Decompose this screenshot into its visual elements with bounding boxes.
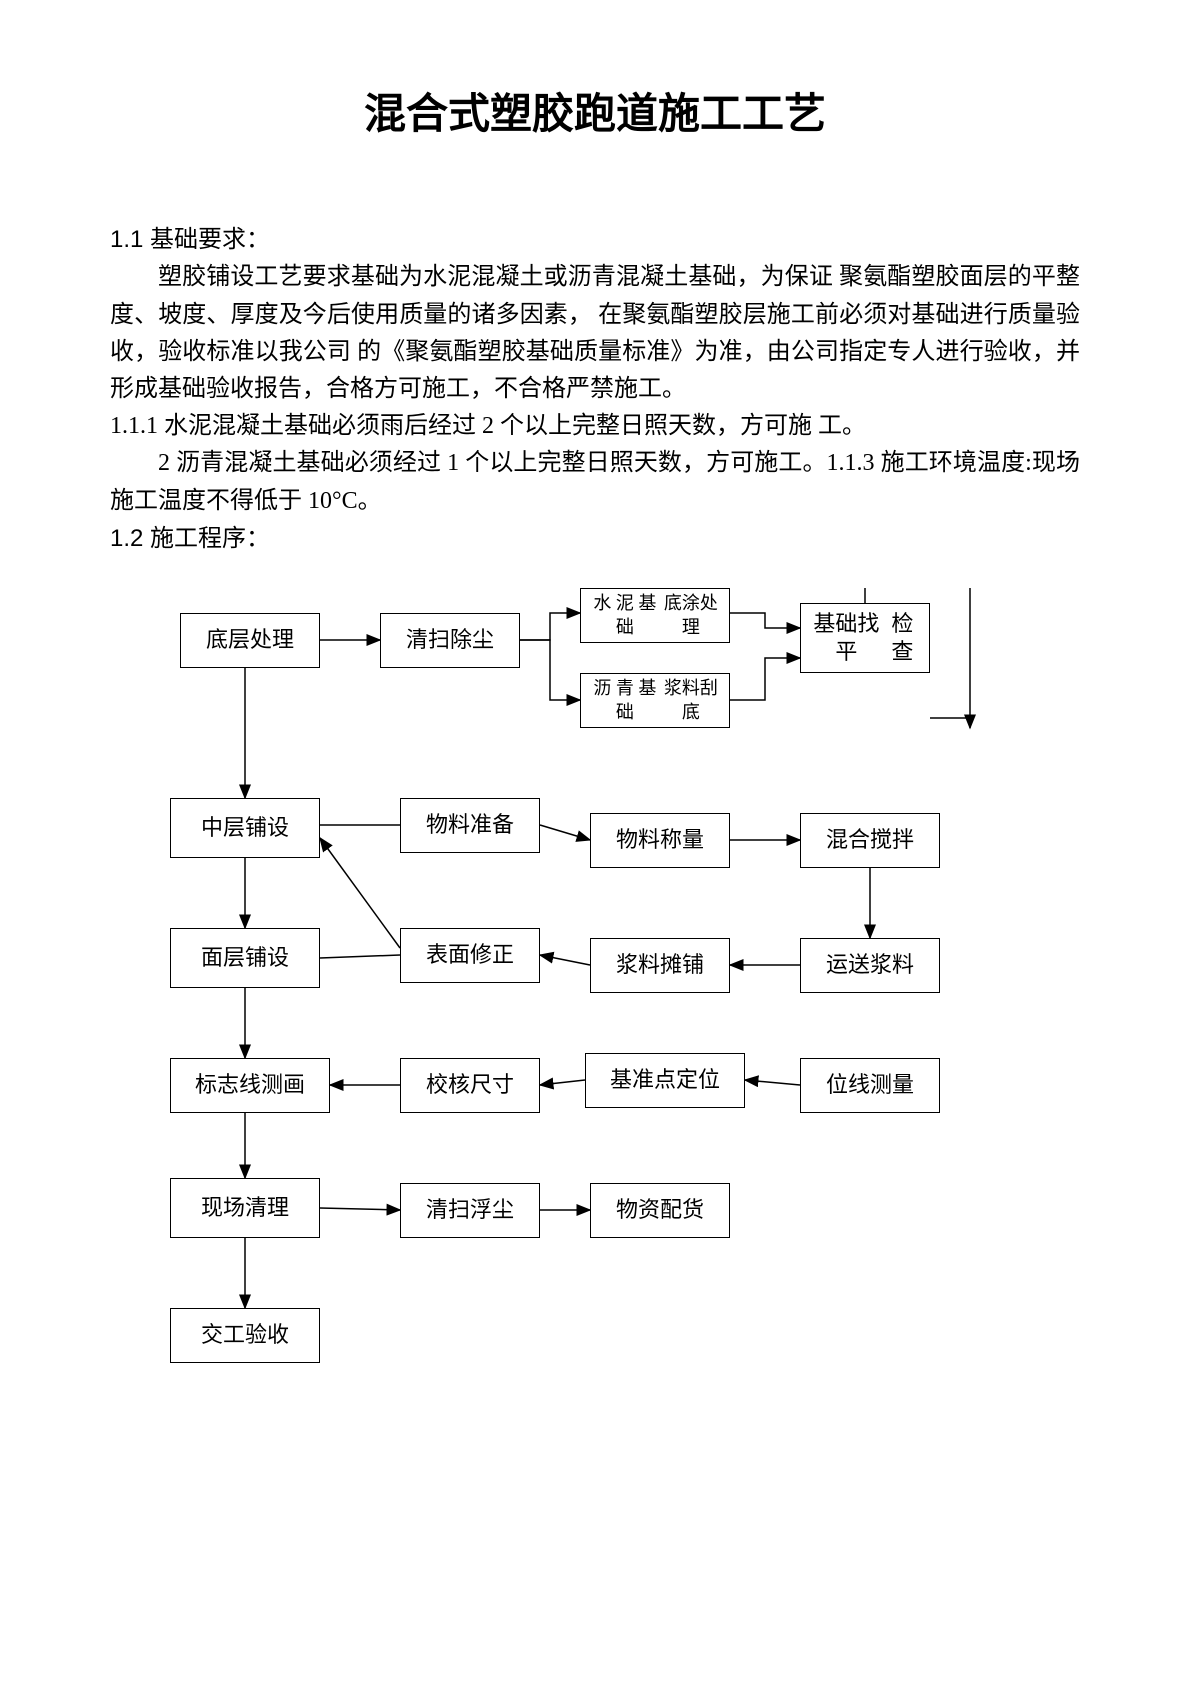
flowchart-edge [540, 1080, 585, 1085]
flowchart-edge [320, 1208, 400, 1210]
flowchart-node-n2: 清扫除尘 [380, 613, 520, 668]
flowchart-edge [745, 1080, 800, 1085]
section-1-1-heading: 1.1 基础要求： [110, 221, 1080, 259]
flowchart-node-n14: 标志线测画 [170, 1058, 330, 1113]
flowchart-edge [320, 838, 400, 948]
document-title: 混合式塑胶跑道施工工艺 [110, 80, 1080, 141]
flowchart-node-n20: 物资配货 [590, 1183, 730, 1238]
flowchart-edge [540, 825, 590, 840]
section-1-2-heading: 1.2 施工程序： [110, 520, 1080, 558]
construction-flowchart: 底层处理 清扫除尘 水 泥 基 础底涂处理沥 青 基 础浆料刮底 基础找平检查中层铺设… [150, 588, 1020, 1388]
flowchart-node-n1: 底层处理 [180, 613, 320, 668]
flowchart-node-n15: 校核尺寸 [400, 1058, 540, 1113]
flowchart-node-n11: 表面修正 [400, 928, 540, 983]
flowchart-node-n9: 混合搅拌 [800, 813, 940, 868]
document-page: 混合式塑胶跑道施工工艺 1.1 基础要求： 塑胶铺设工艺要求基础为水泥混凝土或沥… [0, 0, 1190, 1683]
flowchart-node-n5: 基础找平检查 [800, 603, 930, 673]
flowchart-edge [540, 955, 590, 965]
flowchart-node-n16: 基准点定位 [585, 1053, 745, 1108]
flowchart-node-n7: 物料准备 [400, 798, 540, 853]
section-1-1-2: 2 沥青混凝土基础必须经过 1 个以上完整日照天数，方可施工。1.1.3 施工环… [110, 445, 1080, 519]
flowchart-node-n13: 运送浆料 [800, 938, 940, 993]
flowchart-node-n19: 清扫浮尘 [400, 1183, 540, 1238]
flowchart-node-n18: 现场清理 [170, 1178, 320, 1238]
flowchart-edge [520, 640, 580, 700]
section-1-1-paragraph: 塑胶铺设工艺要求基础为水泥混凝土或沥青混凝土基础，为保证 聚氨酯塑胶面层的平整度… [110, 259, 1080, 408]
flowchart-node-n12: 浆料摊铺 [590, 938, 730, 993]
flowchart-node-n6: 中层铺设 [170, 798, 320, 858]
flowchart-node-n17: 位线测量 [800, 1058, 940, 1113]
section-1-1-1: 1.1.1 水泥混凝土基础必须雨后经过 2 个以上完整日照天数，方可施 工。 [110, 408, 1080, 445]
flowchart-edge [320, 955, 400, 958]
flowchart-node-n4: 沥 青 基 础浆料刮底 [580, 673, 730, 728]
flowchart-node-n21: 交工验收 [170, 1308, 320, 1363]
flowchart-node-n3: 水 泥 基 础底涂处理 [580, 588, 730, 643]
flowchart-edge [520, 613, 580, 640]
flowchart-edge [730, 613, 800, 628]
flowchart-node-n10: 面层铺设 [170, 928, 320, 988]
flowchart-node-n8: 物料称量 [590, 813, 730, 868]
flowchart-edge [730, 658, 800, 700]
